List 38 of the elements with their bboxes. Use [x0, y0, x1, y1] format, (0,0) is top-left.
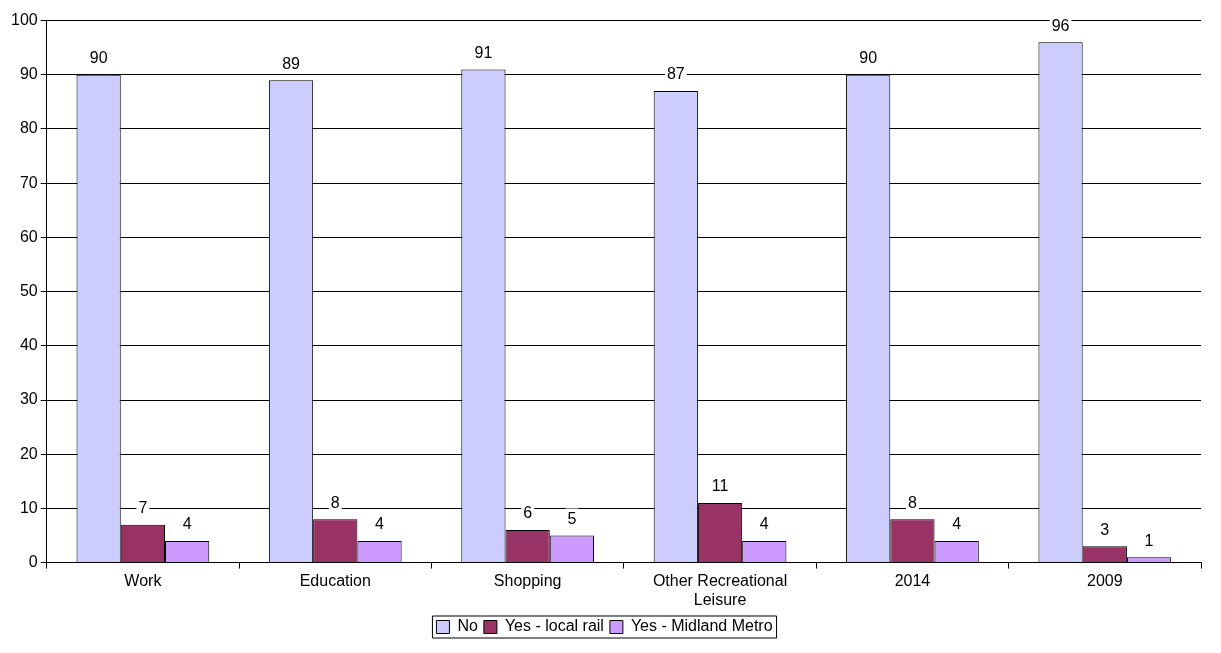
- y-tick-label: 100: [10, 11, 38, 29]
- x-tick-label: Work: [124, 571, 163, 589]
- data-label: 90: [89, 49, 108, 67]
- y-tick-label: 30: [19, 390, 38, 408]
- data-label: 87: [666, 65, 685, 83]
- data-label: 3: [1100, 520, 1110, 538]
- data-label: 90: [859, 49, 878, 67]
- y-tick-label: 80: [19, 119, 38, 137]
- x-tick-label: 2014: [894, 571, 931, 589]
- x-tick-label: 2009: [1087, 571, 1123, 589]
- data-label: 4: [182, 515, 192, 533]
- data-label: 96: [1051, 16, 1070, 34]
- x-tick-label: Education: [299, 571, 371, 589]
- legend-label: No: [457, 617, 478, 635]
- x-tick-label: Other Recreational Leisure: [652, 571, 788, 608]
- y-tick-label: 0: [28, 553, 38, 571]
- y-tick-label: 70: [19, 173, 38, 191]
- legend-label: Yes - Midland Metro: [630, 617, 773, 635]
- data-label: 7: [138, 499, 148, 517]
- y-tick-label: 40: [19, 336, 38, 354]
- data-label: 5: [567, 509, 577, 527]
- data-label: 6: [523, 504, 533, 522]
- x-tick-label: Shopping: [493, 571, 562, 589]
- data-label: 11: [711, 477, 729, 495]
- y-tick-label: 20: [19, 444, 38, 462]
- data-label: 89: [282, 54, 301, 72]
- y-tick-label: 50: [19, 282, 38, 300]
- data-label: 91: [474, 43, 493, 61]
- data-label: 1: [1144, 531, 1154, 549]
- data-label: 4: [952, 515, 962, 533]
- y-tick-label: 90: [19, 65, 38, 83]
- legend-label: Yes - local rail: [504, 617, 604, 635]
- y-tick-label: 10: [19, 498, 38, 516]
- y-tick-label: 60: [19, 227, 38, 245]
- data-label: 8: [907, 493, 917, 511]
- data-label: 8: [330, 493, 340, 511]
- data-label: 4: [759, 515, 769, 533]
- data-label: 4: [375, 515, 385, 533]
